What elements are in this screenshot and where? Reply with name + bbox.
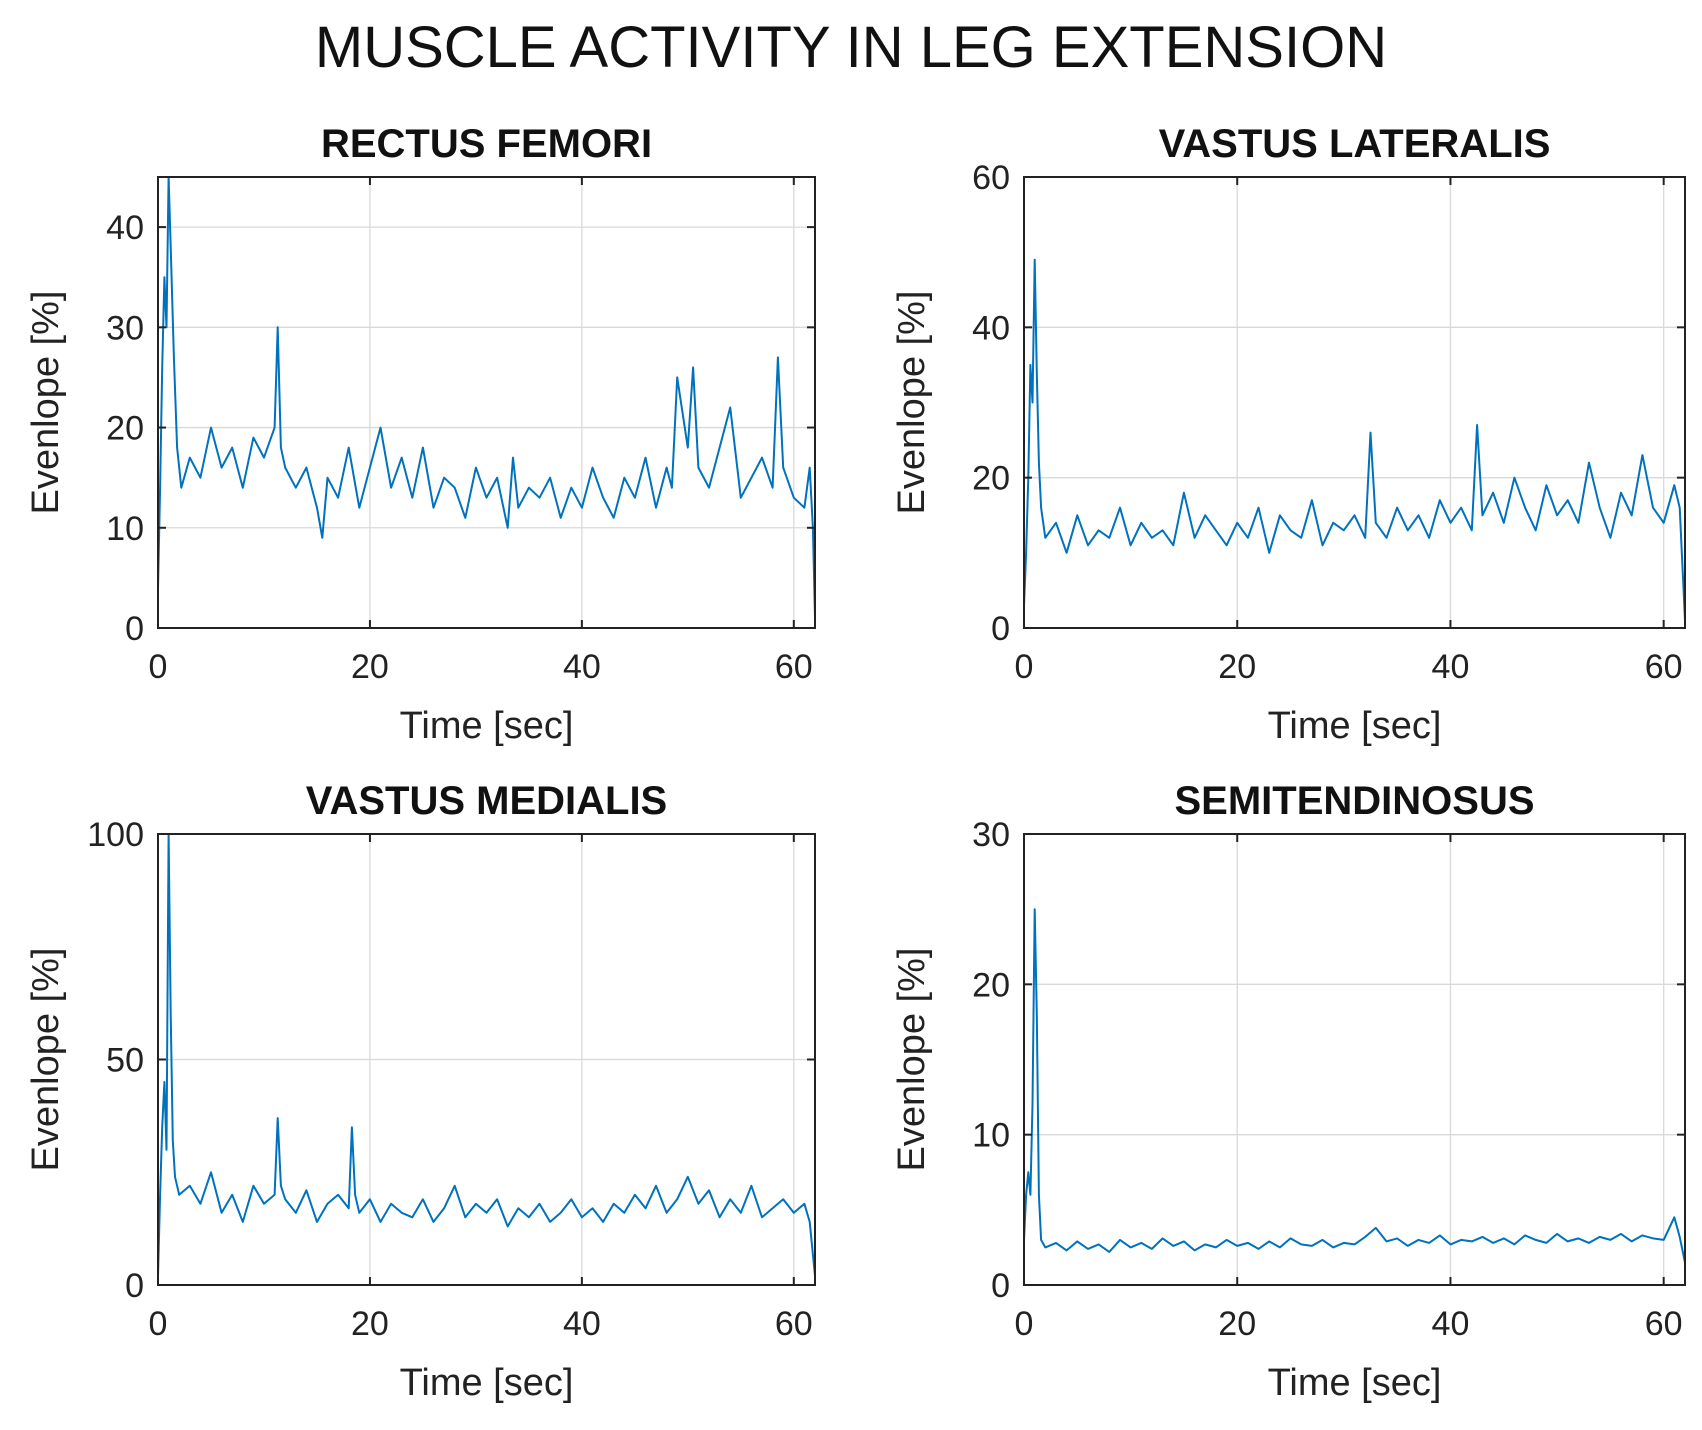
subplot-title: VASTUS LATERALIS [1159,122,1551,166]
subplot-2: 0 20 40 60 0 20 40 60 VASTUS LATERALIS Time [sec]… [891,122,1686,747]
x-tick-label: 20 [351,1305,389,1343]
subplot-title: SEMITENDINOSUS [1174,779,1534,823]
series-line [1023,908,1686,1263]
y-tick-label: 0 [125,610,144,648]
x-tick-label: 0 [1015,1305,1034,1343]
y-tick-label: 20 [106,410,144,448]
subplot-1: 0 20 40 60 0 10 20 30 40 RECTUS FEMORI Time [sec] E… [25,122,816,747]
x-tick-label: 0 [1015,648,1034,686]
x-axis-label: Time [sec] [1268,1362,1442,1404]
y-tick-label: 100 [87,816,144,854]
axes-frame [157,176,816,629]
y-tick-label: 50 [106,1042,144,1080]
y-tick-label: 20 [972,460,1010,498]
y-axis-label: Evenlope [%] [25,291,67,515]
series-line [157,176,816,619]
x-tick-label: 0 [149,1305,168,1343]
y-axis-label: Evenlope [%] [25,948,67,1172]
y-tick-label: 60 [972,159,1010,197]
x-tick-label: 40 [1432,648,1470,686]
x-axis-label: Time [sec] [400,705,574,747]
axes-frame [1023,833,1686,1286]
series-line [1023,258,1686,621]
series-line [157,833,816,1277]
y-tick-label: 40 [972,309,1010,347]
x-tick-label: 20 [1218,648,1256,686]
axes-frame [1023,176,1686,629]
x-tick-label: 40 [1432,1305,1470,1343]
x-axis-label: Time [sec] [1268,705,1442,747]
x-tick-label: 40 [563,648,601,686]
y-tick-label: 30 [106,309,144,347]
x-tick-label: 20 [1218,1305,1256,1343]
x-tick-label: 40 [563,1305,601,1343]
y-tick-label: 10 [972,1117,1010,1155]
x-axis-label: Time [sec] [400,1362,574,1404]
x-tick-label: 60 [1645,648,1683,686]
subplot-4: 0 20 40 60 0 10 20 30 SEMITENDINOSUS Time [sec] Ev… [891,779,1686,1404]
y-tick-label: 0 [125,1267,144,1305]
figure-title: MUSCLE ACTIVITY IN LEG EXTENSION [314,15,1388,80]
subplot-3: 0 20 40 60 0 50 100 VASTUS MEDIALIS Time [sec] Ev… [25,779,816,1404]
y-tick-label: 0 [991,1267,1010,1305]
y-tick-label: 10 [106,510,144,548]
y-axis-label: Evenlope [%] [891,948,933,1172]
y-axis-label: Evenlope [%] [891,291,933,515]
x-tick-label: 60 [775,648,813,686]
y-tick-label: 30 [972,816,1010,854]
x-tick-label: 60 [1645,1305,1683,1343]
x-tick-label: 20 [351,648,389,686]
y-tick-label: 0 [991,610,1010,648]
subplot-title: RECTUS FEMORI [321,122,652,166]
x-tick-label: 60 [775,1305,813,1343]
y-tick-label: 40 [106,209,144,247]
y-tick-label: 20 [972,966,1010,1004]
x-tick-label: 0 [149,648,168,686]
subplot-title: VASTUS MEDIALIS [306,779,668,823]
